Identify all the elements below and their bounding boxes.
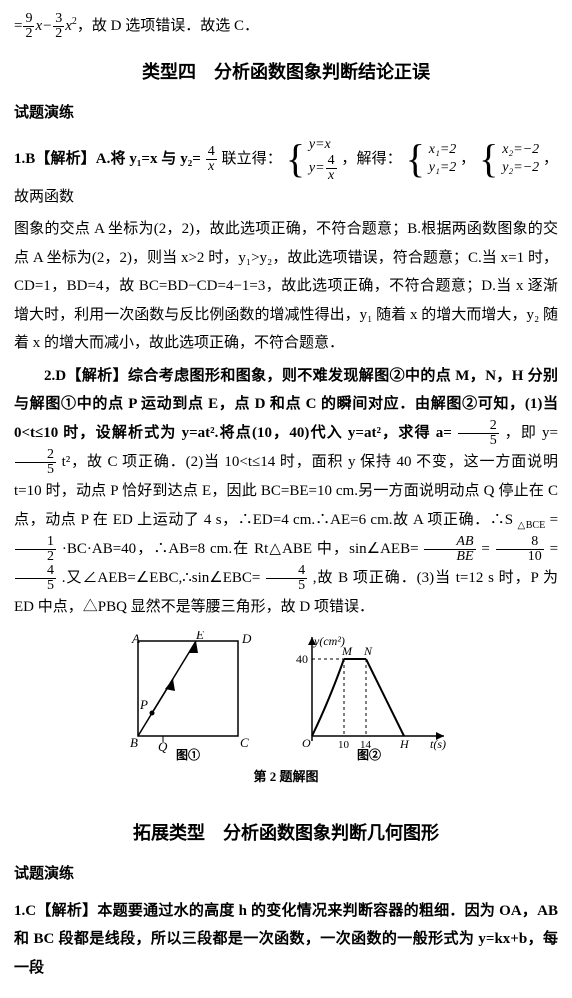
system2: x₁=2 y₁=2 xyxy=(429,141,457,177)
txt: = xyxy=(481,541,489,557)
lbl: P xyxy=(139,697,148,712)
lbl: E xyxy=(195,631,204,642)
frac: 4x xyxy=(206,145,217,174)
frac: 92 xyxy=(23,12,34,41)
txt: ，即 y= xyxy=(505,425,558,441)
lbl: B xyxy=(130,735,138,750)
txt: ， xyxy=(460,151,475,167)
lbl: Q xyxy=(158,739,168,754)
system3: x₂=−2 y₂=−2 xyxy=(502,141,539,177)
lbl: M xyxy=(341,644,353,658)
frac: 810 xyxy=(496,535,544,564)
section-subhead-2: 试题演练 xyxy=(14,860,558,889)
txt: = xyxy=(550,541,558,557)
frac: 45 xyxy=(15,564,56,593)
lbl: 40 xyxy=(296,652,308,666)
frac: 32 xyxy=(53,12,64,41)
q1-line1: 1.B【解析】A.将 y₁=x 与 y₂= 4x 联立得： { y=x y=4x… xyxy=(14,136,558,212)
cap: 图① xyxy=(176,747,200,761)
txt: = xyxy=(550,512,558,528)
frac: 25 xyxy=(15,448,56,477)
frac: 25 xyxy=(458,419,499,448)
q1-prefix: 1.B【解析】A.将 y₁=x 与 y₂= xyxy=(14,151,201,167)
figure-2: y(cm²) 40 M N O 10 14 H t(s) 图② xyxy=(284,631,454,761)
txt: x− xyxy=(35,12,52,41)
lbl: y(cm²) xyxy=(313,634,345,648)
txt: ，解得： xyxy=(341,151,401,167)
brace-icon: { xyxy=(479,139,498,179)
txt: 联立得： xyxy=(222,151,282,167)
brace-icon: { xyxy=(406,139,425,179)
q1-body: 图象的交点 A 坐标为(2，2)，故此选项正确，不符合题意；B.根据两函数图象的… xyxy=(14,215,558,358)
section-title-1: 类型四 分析函数图象判断结论正误 xyxy=(14,55,558,89)
figrow-caption: 第 2 题解图 xyxy=(14,765,558,790)
txt: t²，故 C 项正确．(2)当 10<t≤14 时，面积 y 保持 40 不变，… xyxy=(14,454,558,528)
lbl: N xyxy=(363,644,373,658)
figure-row: A E D B Q C P 图① y(cm²) 40 M N O 10 xyxy=(14,631,558,761)
section-subhead-1: 试题演练 xyxy=(14,99,558,128)
txt: ·BC·AB=40，∴AB=8 cm.在 Rt△ABE 中，sin∠AEB= xyxy=(62,541,419,557)
cap: 图② xyxy=(357,747,381,761)
lbl: A xyxy=(131,631,140,646)
brace-icon: { xyxy=(286,139,305,179)
lbl: C xyxy=(240,735,249,750)
lbl: H xyxy=(399,737,410,751)
txt: x xyxy=(65,12,72,41)
top-fragment: = 92 x− 32 x2，故 D 选项错误．故选 C． xyxy=(14,12,558,41)
lbl: D xyxy=(241,631,252,646)
frac: 45 xyxy=(266,564,307,593)
q2-body: 2.D【解析】综合考虑图形和图象，则不难发现解图②中的点 M，N，H 分别与解图… xyxy=(14,362,558,621)
fig2-svg: y(cm²) 40 M N O 10 14 H t(s) 图② xyxy=(284,631,454,761)
lbl: O xyxy=(302,736,311,750)
system1: y=x y=4x xyxy=(309,136,338,183)
subscript: △BCE xyxy=(517,520,545,531)
txt: = xyxy=(14,12,22,41)
fig1-svg: A E D B Q C P 图① xyxy=(118,631,258,761)
section-title-2: 拓展类型 分析函数图象判断几何图形 xyxy=(14,816,558,850)
figure-1: A E D B Q C P 图① xyxy=(118,631,258,761)
bottom-para: 1.C【解析】本题要通过水的高度 h 的变化情况来判断容器的粗细．因为 OA，A… xyxy=(14,897,558,983)
lbl: 10 xyxy=(338,739,350,751)
frac: 12 xyxy=(15,535,56,564)
txt: .又∠AEB=∠EBC,∴sin∠EBC= xyxy=(62,570,261,586)
frac: ABBE xyxy=(424,535,475,564)
txt: 2，故 D 选项错误．故选 C． xyxy=(72,12,259,41)
lbl: t(s) xyxy=(430,737,446,751)
